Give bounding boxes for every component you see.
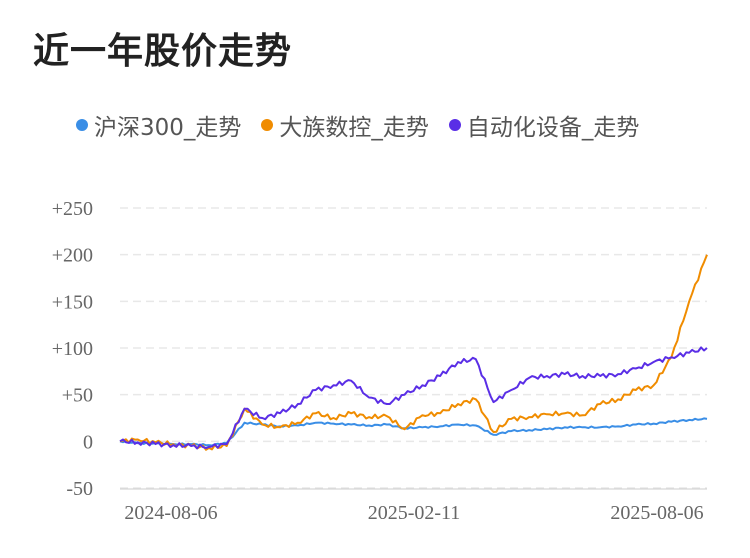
y-tick-label: +250 — [52, 198, 93, 220]
legend-label-hs300: 沪深300_走势 — [94, 115, 242, 141]
y-tick-label: +50 — [62, 385, 93, 407]
legend-label-dazu: 大族数控_走势 — [279, 115, 429, 141]
dazu-line — [119, 254, 708, 451]
legend-label-auto: 自动化设备_走势 — [466, 115, 640, 141]
legend-item-dazu[interactable]: 大族数控_走势 — [261, 108, 429, 142]
y-tick-label: +150 — [52, 291, 93, 313]
chart-title: 近一年股价走势 — [33, 31, 293, 72]
legend-dot-auto — [448, 119, 461, 131]
x-tick-label: 2025-02-11 — [368, 502, 461, 524]
legend-item-hs300[interactable]: 沪深300_走势 — [76, 108, 241, 142]
auto-line — [119, 346, 708, 450]
y-tick-label: 0 — [83, 431, 93, 453]
x-tick-label: 2024-08-06 — [124, 502, 217, 524]
legend-dot-hs300 — [76, 119, 88, 131]
y-tick-label: +200 — [52, 245, 93, 267]
chart-legend: 沪深300_走势 大族数控_走势 自动化设备_走势 — [76, 108, 639, 142]
hs300-line — [119, 417, 708, 447]
y-tick-label: -50 — [66, 478, 93, 500]
x-tick-label: 2025-08-06 — [610, 502, 703, 524]
legend-item-auto[interactable]: 自动化设备_走势 — [448, 108, 640, 142]
legend-dot-dazu — [261, 119, 274, 131]
y-tick-label: +100 — [52, 338, 93, 360]
